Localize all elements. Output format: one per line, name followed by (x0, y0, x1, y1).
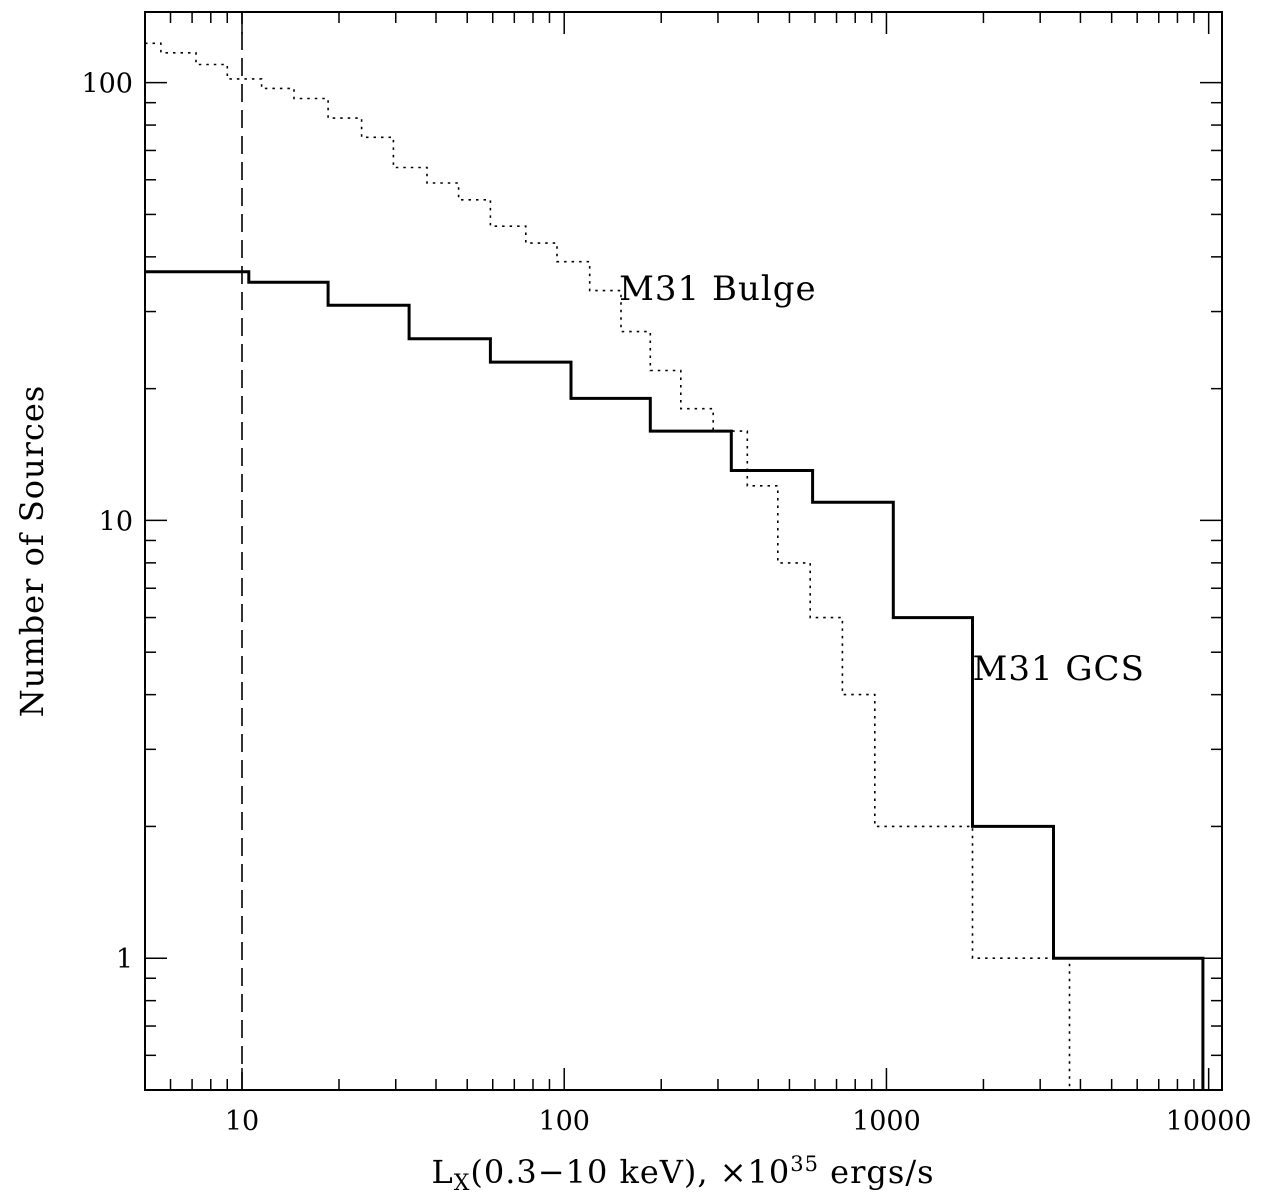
x-axis-label: LX(0.3−10 keV), ×1035 ergs/s (431, 1152, 934, 1196)
y-axis-label: Number of Sources (13, 385, 51, 718)
annotation-m31-bulge: M31 Bulge (619, 269, 817, 309)
x-axis-label-mid: (0.3−10 keV), ×10 (470, 1153, 790, 1191)
x-axis-label-sup: 35 (790, 1152, 819, 1176)
plot-frame (144, 11, 1223, 1091)
series-m31-bulge (145, 42, 1071, 1090)
x-axis-label-sub: X (454, 1171, 471, 1196)
axis-ticks (144, 12, 1222, 1091)
tick-labels: 10 100 1000 10000 1 10 100 (81, 69, 1251, 1137)
y-tick-label: 10 (99, 506, 133, 537)
x-tick-label: 1000 (852, 1106, 921, 1137)
x-tick-label: 10000 (1166, 1106, 1252, 1137)
series-layer (145, 12, 1205, 1090)
y-tick-label: 100 (81, 69, 133, 100)
x-axis-label-tail: ergs/s (819, 1153, 935, 1191)
x-axis-label-base: L (431, 1153, 453, 1191)
annotation-layer: M31 Bulge M31 GCS (619, 269, 1145, 689)
x-tick-label: 100 (538, 1106, 590, 1137)
annotation-m31-gcs: M31 GCS (973, 649, 1145, 689)
x-tick-label: 10 (225, 1106, 259, 1137)
series-m31-gcs (145, 270, 1205, 1090)
y-tick-label: 1 (116, 944, 133, 975)
